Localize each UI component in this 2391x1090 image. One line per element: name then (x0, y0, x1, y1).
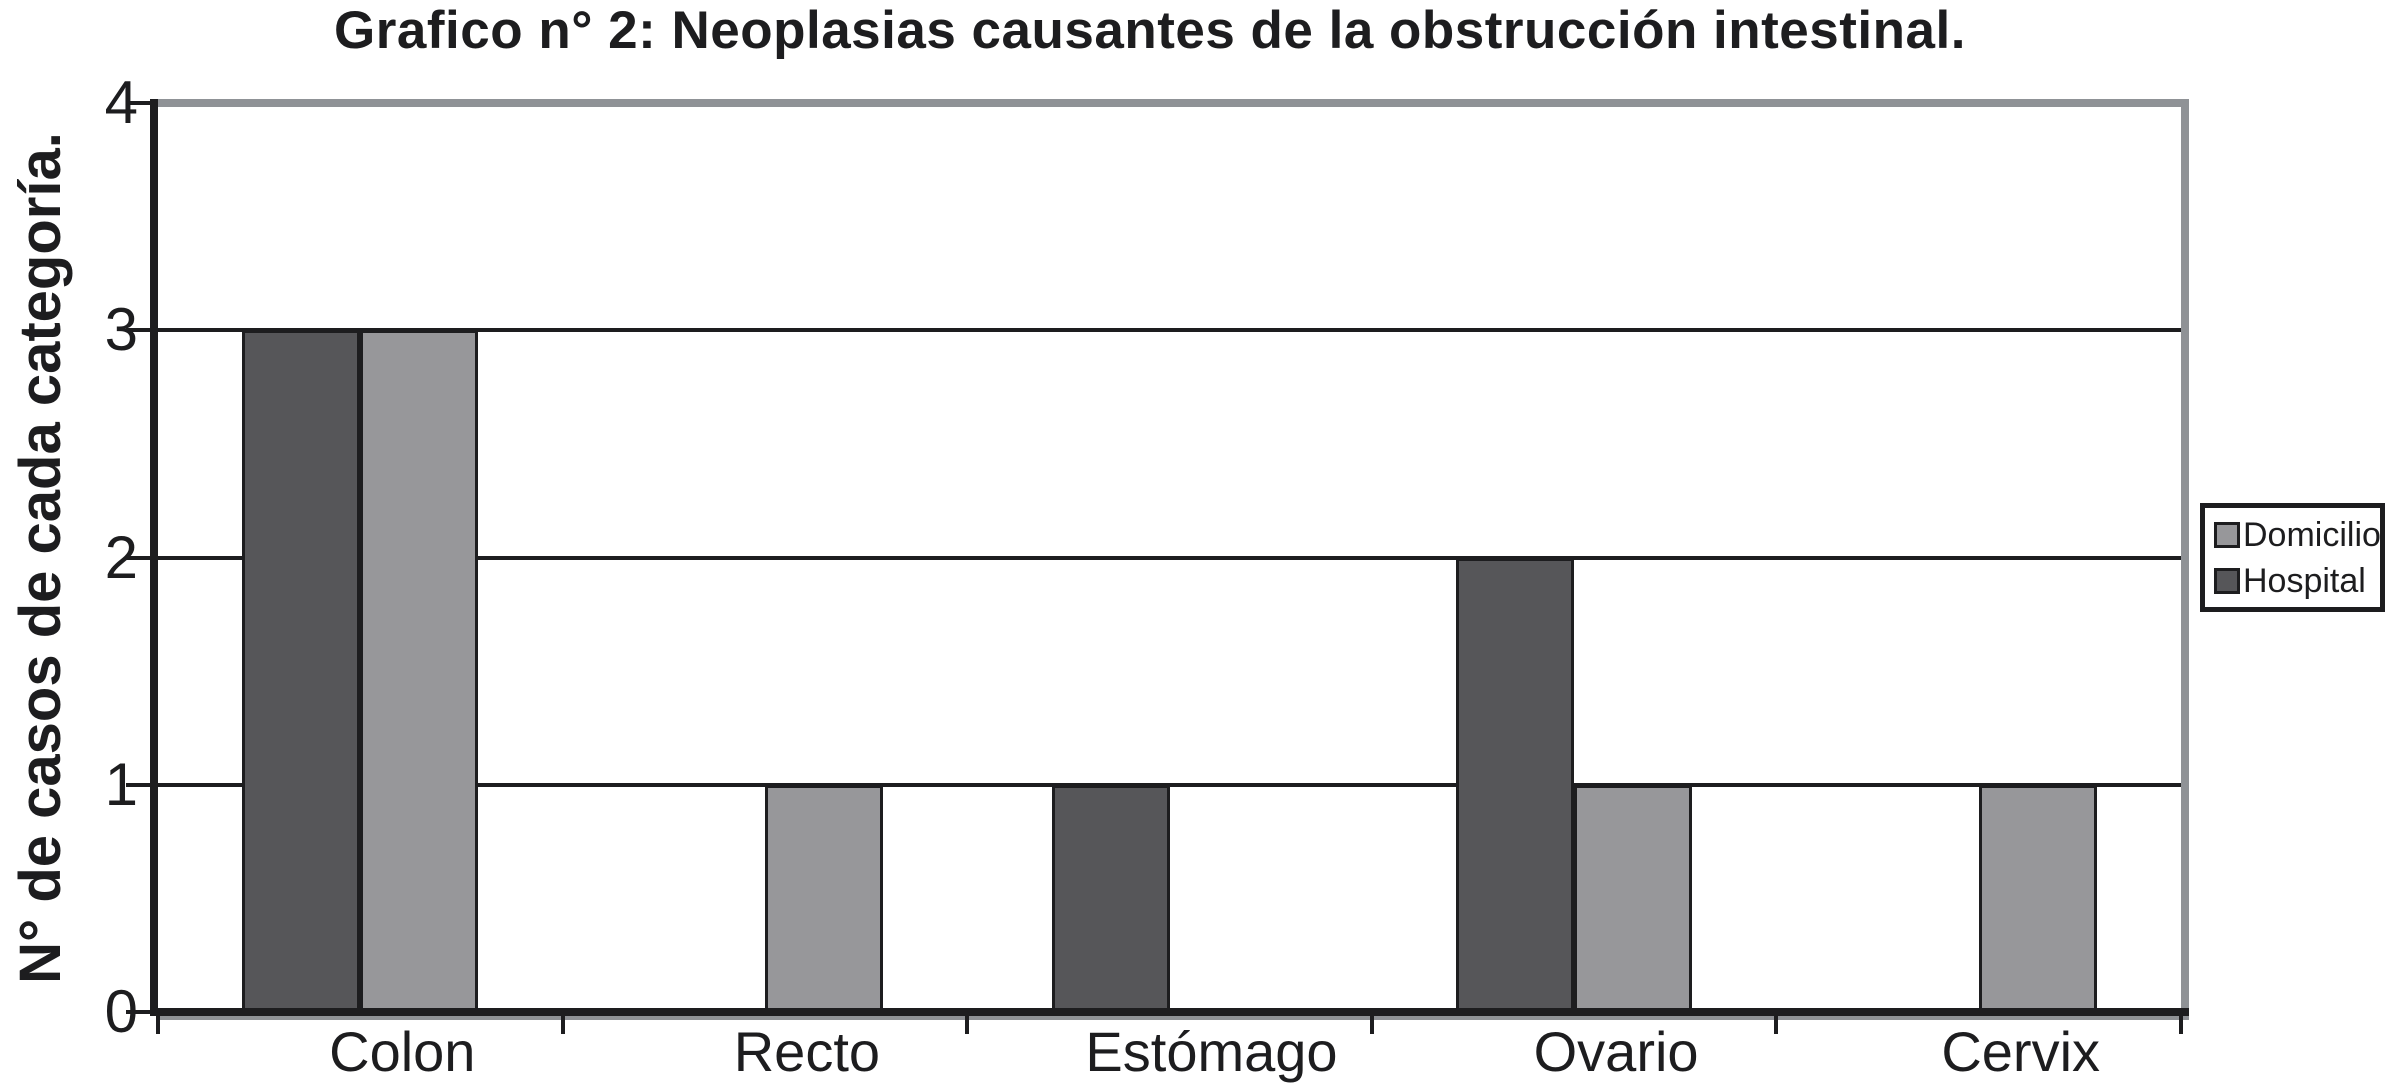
bar-domicilio-ovario (1574, 784, 1693, 1012)
legend-row-hospital: Hospital (2214, 558, 2380, 604)
y-tick-3 (126, 328, 158, 333)
y-tick-label-1: 1 (104, 750, 138, 818)
y-tick-0 (126, 1010, 158, 1014)
y-tick-1 (126, 782, 158, 787)
legend: Domicilio Hospital (2200, 503, 2385, 612)
gridline-y-2 (158, 555, 2181, 560)
y-tick-label-0: 0 (104, 978, 138, 1045)
legend-label-domicilio: Domicilio (2243, 515, 2381, 554)
x-category-label-colon: Colon (329, 1020, 476, 1083)
x-tick-5 (2179, 1016, 2183, 1034)
x-axis-line (150, 1008, 2189, 1016)
plot-area (158, 103, 2181, 1012)
y-tick-label-3: 3 (104, 296, 138, 364)
bar-domicilio-recto (764, 784, 883, 1012)
plot-frame-right (2181, 99, 2189, 1016)
legend-swatch-hospital (2214, 567, 2240, 594)
legend-row-domicilio: Domicilio (2214, 512, 2381, 558)
y-tick-label-4: 4 (104, 69, 138, 136)
plot-frame-top (158, 99, 2189, 107)
bar-domicilio-colon (360, 330, 479, 1012)
x-tick-4 (1774, 1016, 1779, 1034)
legend-swatch-domicilio (2214, 521, 2240, 548)
gridline-y-3 (158, 328, 2181, 333)
x-tick-1 (560, 1016, 565, 1034)
y-tick-2 (126, 555, 158, 560)
x-tick-3 (1369, 1016, 1374, 1034)
legend-label-hospital: Hospital (2243, 561, 2366, 600)
x-category-label-ovario: Ovario (1533, 1020, 1699, 1083)
x-tick-2 (965, 1016, 970, 1034)
bar-domicilio-cervix (1978, 784, 2097, 1012)
plot-frame-bottom-shadow (158, 1016, 2189, 1020)
bar-hospital-ovario (1456, 557, 1575, 1012)
gridline-y-1 (158, 782, 2181, 787)
y-tick-4 (126, 101, 158, 105)
x-category-label-recto: Recto (733, 1020, 881, 1083)
x-category-label-estómago: Estómago (1085, 1020, 1338, 1083)
x-category-label-cervix: Cervix (1941, 1020, 2101, 1083)
bar-hospital-colon (242, 330, 361, 1012)
chart-title: Grafico n° 2: Neoplasias causantes de la… (334, 1, 1966, 60)
x-tick-0 (156, 1016, 160, 1034)
y-tick-label-2: 2 (104, 523, 138, 591)
bar-hospital-estómago (1051, 784, 1170, 1012)
